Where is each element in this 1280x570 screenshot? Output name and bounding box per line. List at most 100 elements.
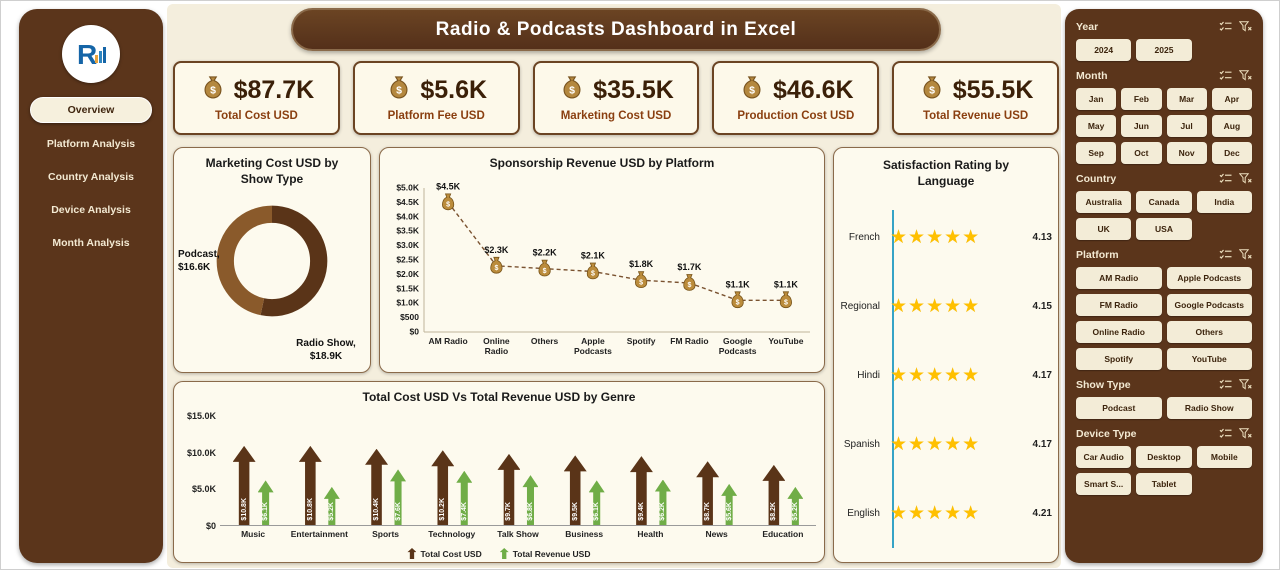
- filter-option-sep[interactable]: Sep: [1076, 142, 1117, 164]
- production-cost-hand-coin-icon: $: [738, 74, 766, 107]
- filter-option-fm-radio[interactable]: FM Radio: [1076, 294, 1162, 316]
- star-rating: ★★★★★ ★★★★★: [890, 297, 1022, 316]
- svg-text:$: $: [687, 282, 691, 289]
- clear-filter-icon[interactable]: [1239, 379, 1252, 390]
- svg-text:$: $: [929, 84, 935, 96]
- svg-text:$: $: [784, 299, 788, 306]
- satisfaction-chart-title: Satisfaction Rating by Language: [882, 158, 1010, 188]
- legend-arrow-icon: [407, 548, 417, 559]
- clear-filter-icon[interactable]: [1239, 249, 1252, 260]
- filter-option-usa[interactable]: USA: [1136, 218, 1192, 240]
- bar-value-label: $8.2K: [770, 502, 778, 521]
- clear-filter-icon[interactable]: [1239, 173, 1252, 184]
- filter-option-car-audio[interactable]: Car Audio: [1076, 446, 1132, 468]
- filter-option-smart-s[interactable]: Smart S...: [1076, 473, 1132, 495]
- svg-text:Online: Online: [483, 336, 510, 346]
- slicer-header: Year: [1076, 19, 1252, 34]
- multiselect-icon[interactable]: [1219, 379, 1232, 390]
- filter-option-uk[interactable]: UK: [1076, 218, 1132, 240]
- donut-chart-area: Podcast, $16.6K Radio Show, $18.9K: [174, 187, 370, 367]
- svg-text:$2.0K: $2.0K: [396, 268, 420, 278]
- filter-option-feb[interactable]: Feb: [1121, 88, 1162, 110]
- multiselect-icon[interactable]: [1219, 173, 1232, 184]
- svg-text:Apple: Apple: [581, 336, 605, 346]
- sidebar-item-month-analysis[interactable]: Month Analysis: [52, 237, 130, 249]
- filter-option-2024[interactable]: 2024: [1076, 39, 1132, 61]
- multiselect-icon[interactable]: [1219, 428, 1232, 439]
- slicer-month: Month Jan Feb Mar Apr May Jun Jul Aug Sep Oct Nov De…: [1076, 68, 1252, 164]
- bar-value-label: $7.4K: [460, 502, 468, 521]
- svg-text:$: $: [569, 84, 575, 96]
- filter-option-spotify[interactable]: Spotify: [1076, 348, 1162, 370]
- filter-option-jun[interactable]: Jun: [1121, 115, 1162, 137]
- filter-option-india[interactable]: India: [1196, 191, 1252, 213]
- sidebar-item-device-analysis[interactable]: Device Analysis: [51, 204, 131, 216]
- satisfaction-row-hindi: Hindi ★★★★★ ★★★★★ 4.17: [834, 341, 1058, 410]
- filter-option-others[interactable]: Others: [1166, 321, 1252, 343]
- filter-option-apple-podcasts[interactable]: Apple Podcasts: [1166, 267, 1252, 289]
- svg-text:FM Radio: FM Radio: [670, 336, 708, 346]
- slicer-title: Platform: [1076, 248, 1119, 261]
- filter-option-youtube[interactable]: YouTube: [1166, 348, 1252, 370]
- donut-chart-title: Marketing Cost USD by Show Type: [205, 156, 339, 186]
- total-revenue-coins-icon: $: [918, 74, 946, 107]
- stars-filled: ★★★★★: [890, 504, 981, 524]
- slicer-title: Country: [1076, 172, 1117, 185]
- svg-text:Podcasts: Podcasts: [719, 346, 757, 356]
- filter-option-aug[interactable]: Aug: [1211, 115, 1252, 137]
- svg-text:R: R: [77, 39, 97, 70]
- multiselect-icon[interactable]: [1219, 21, 1232, 32]
- filter-option-google-podcasts[interactable]: Google Podcasts: [1166, 294, 1252, 316]
- filter-option-mar[interactable]: Mar: [1166, 88, 1207, 110]
- y-tick-label: $10.0K: [186, 447, 216, 458]
- bar-value-label: $6.1K: [262, 502, 270, 521]
- money-bag-marker-icon: $: [683, 273, 696, 291]
- money-bag-marker-icon: $: [442, 193, 455, 210]
- filter-option-radio-show[interactable]: Radio Show: [1166, 397, 1252, 419]
- clear-filter-icon[interactable]: [1239, 428, 1252, 439]
- kpi-label: Total Revenue USD: [922, 110, 1029, 122]
- filter-option-dec[interactable]: Dec: [1211, 142, 1252, 164]
- filter-option-jan[interactable]: Jan: [1076, 88, 1117, 110]
- filter-option-australia[interactable]: Australia: [1076, 191, 1132, 213]
- sidebar-item-platform-analysis[interactable]: Platform Analysis: [46, 138, 136, 150]
- filter-option-canada[interactable]: Canada: [1136, 191, 1192, 213]
- filter-option-may[interactable]: May: [1076, 115, 1117, 137]
- filter-option-nov[interactable]: Nov: [1166, 142, 1207, 164]
- genre-category-label: Health: [637, 529, 664, 539]
- svg-text:AM Radio: AM Radio: [428, 336, 467, 346]
- money-bag-marker-icon: $: [635, 270, 648, 288]
- sidebar-item-country-analysis[interactable]: Country Analysis: [48, 171, 134, 183]
- svg-text:$: $: [396, 84, 402, 96]
- filter-panel: Year 2024 2025 Month Jan Feb Mar Apr May Jun Jul Au…: [1065, 9, 1263, 563]
- filter-option-am-radio[interactable]: AM Radio: [1076, 267, 1162, 289]
- cost-arrow-bar: $9.4K: [629, 456, 653, 525]
- filter-option-podcast[interactable]: Podcast: [1076, 397, 1162, 419]
- y-tick-label: $15.0K: [186, 411, 216, 421]
- svg-text:$: $: [736, 299, 740, 306]
- satisfaction-rows: French ★★★★★ ★★★★★ 4.13 Regional ★★★★★ ★★★★★ 4.…: [834, 203, 1058, 548]
- clear-filter-icon[interactable]: [1239, 70, 1252, 81]
- sidebar-item-overview[interactable]: Overview: [30, 97, 152, 123]
- line-chart-title: Sponsorship Revenue USD by Platform: [489, 156, 715, 170]
- filter-option-oct[interactable]: Oct: [1121, 142, 1162, 164]
- svg-text:$2.2K: $2.2K: [533, 247, 558, 257]
- multiselect-icon[interactable]: [1219, 249, 1232, 260]
- satisfaction-row-french: French ★★★★★ ★★★★★ 4.13: [834, 203, 1058, 272]
- filter-option-desktop[interactable]: Desktop: [1136, 446, 1192, 468]
- revenue-arrow-bar: $5.6K: [721, 483, 738, 525]
- multiselect-icon[interactable]: [1219, 70, 1232, 81]
- filter-option-mobile[interactable]: Mobile: [1196, 446, 1252, 468]
- filter-option-apr[interactable]: Apr: [1211, 88, 1252, 110]
- filter-option-tablet[interactable]: Tablet: [1136, 473, 1192, 495]
- legend-item-total-revenue-usd: Total Revenue USD: [499, 548, 591, 559]
- filter-option-jul[interactable]: Jul: [1166, 115, 1207, 137]
- donut-label-podcast: Podcast, $16.6K: [178, 249, 220, 273]
- slicer-options: Australia Canada India UK USA: [1076, 191, 1252, 240]
- bar-value-label: $5.2K: [791, 502, 799, 521]
- filter-option-online-radio[interactable]: Online Radio: [1076, 321, 1162, 343]
- sidebar-nav: Overview Platform Analysis Country Analysi…: [19, 97, 163, 255]
- filter-option-2025[interactable]: 2025: [1136, 39, 1192, 61]
- stars-empty: ★★★★★: [890, 365, 981, 387]
- clear-filter-icon[interactable]: [1239, 21, 1252, 32]
